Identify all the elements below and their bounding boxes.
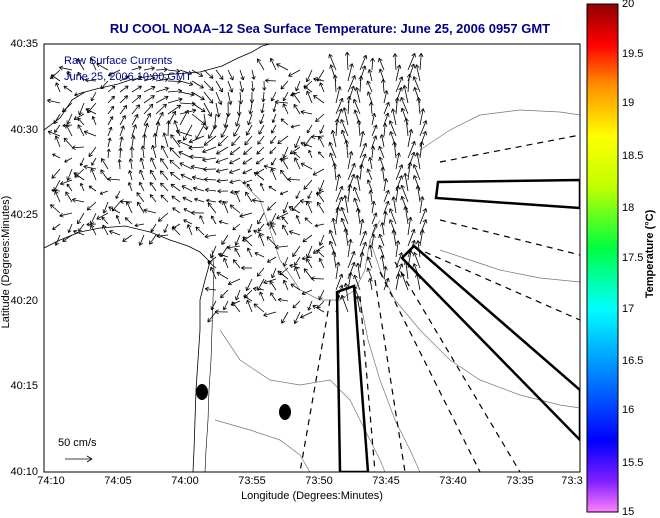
bathymetry-contour bbox=[239, 179, 381, 301]
legend-line-2: June 25, 2006 10:00 GMT bbox=[64, 71, 192, 83]
x-tick-label: 74:10 bbox=[37, 475, 65, 487]
bathymetry-contour bbox=[419, 109, 580, 151]
bathymetry-contour bbox=[359, 299, 421, 472]
y-tick-label: 40:25 bbox=[10, 209, 38, 221]
x-tick-label: 74:00 bbox=[171, 475, 199, 487]
y-axis-title: Latitude (Degrees:Minutes) bbox=[0, 195, 12, 329]
shoreline-inner bbox=[204, 249, 215, 472]
colorbar-label: 16.5 bbox=[622, 355, 644, 367]
y-tick-label: 40:35 bbox=[10, 38, 38, 50]
channel-dashed-lines bbox=[299, 134, 580, 472]
x-tick-label: 73:50 bbox=[305, 475, 333, 487]
x-tick-label: 73:3 bbox=[561, 475, 583, 487]
scale-label: 50 cm/s bbox=[58, 437, 97, 449]
colorbar-label: 15 bbox=[622, 506, 635, 518]
channel-box bbox=[434, 178, 580, 210]
y-tick-label: 40:30 bbox=[10, 124, 38, 136]
colorbar-label: 19.5 bbox=[622, 48, 644, 60]
scale-arrow bbox=[65, 455, 93, 463]
disposal-site-marker bbox=[196, 384, 208, 400]
colorbar bbox=[586, 3, 619, 513]
colorbar-label: 17.5 bbox=[622, 252, 644, 264]
current-vector-field bbox=[47, 51, 428, 325]
bathymetry-contour bbox=[214, 419, 311, 472]
colorbar-label: 19 bbox=[622, 97, 635, 109]
bathymetry-contour bbox=[439, 249, 580, 283]
channel-box bbox=[400, 244, 580, 442]
bathymetry-contour bbox=[219, 329, 386, 472]
y-tick-label: 40:10 bbox=[10, 466, 38, 478]
colorbar-label: 18.5 bbox=[622, 150, 644, 162]
legend-line-1: Raw Surface Currents bbox=[64, 55, 173, 67]
x-axis-title: Longitude (Degrees:Minutes) bbox=[241, 490, 383, 502]
colorbar-label: 18 bbox=[622, 202, 635, 214]
y-tick-label: 40:15 bbox=[10, 380, 38, 392]
x-tick-label: 73:55 bbox=[238, 475, 266, 487]
map-title: RU COOL NOAA–12 Sea Surface Temperature:… bbox=[109, 21, 551, 36]
y-tick-label: 40:20 bbox=[10, 295, 38, 307]
colorbar-label: 20 bbox=[622, 0, 635, 10]
colorbar-label: 15.5 bbox=[622, 457, 644, 469]
disposal-site-marker bbox=[279, 404, 291, 420]
x-tick-label: 74:05 bbox=[104, 475, 132, 487]
colorbar-title: Temperature (°C) bbox=[644, 209, 656, 299]
x-tick-label: 73:40 bbox=[439, 475, 467, 487]
colorbar-label: 16 bbox=[622, 404, 635, 416]
map-plot-area bbox=[43, 43, 581, 473]
x-tick-label: 73:45 bbox=[372, 475, 400, 487]
coastline bbox=[44, 44, 271, 131]
coastline-south bbox=[44, 225, 211, 472]
bathymetry-contour bbox=[369, 239, 580, 409]
colorbar-label: 17 bbox=[622, 303, 635, 315]
x-tick-label: 73:35 bbox=[506, 475, 534, 487]
